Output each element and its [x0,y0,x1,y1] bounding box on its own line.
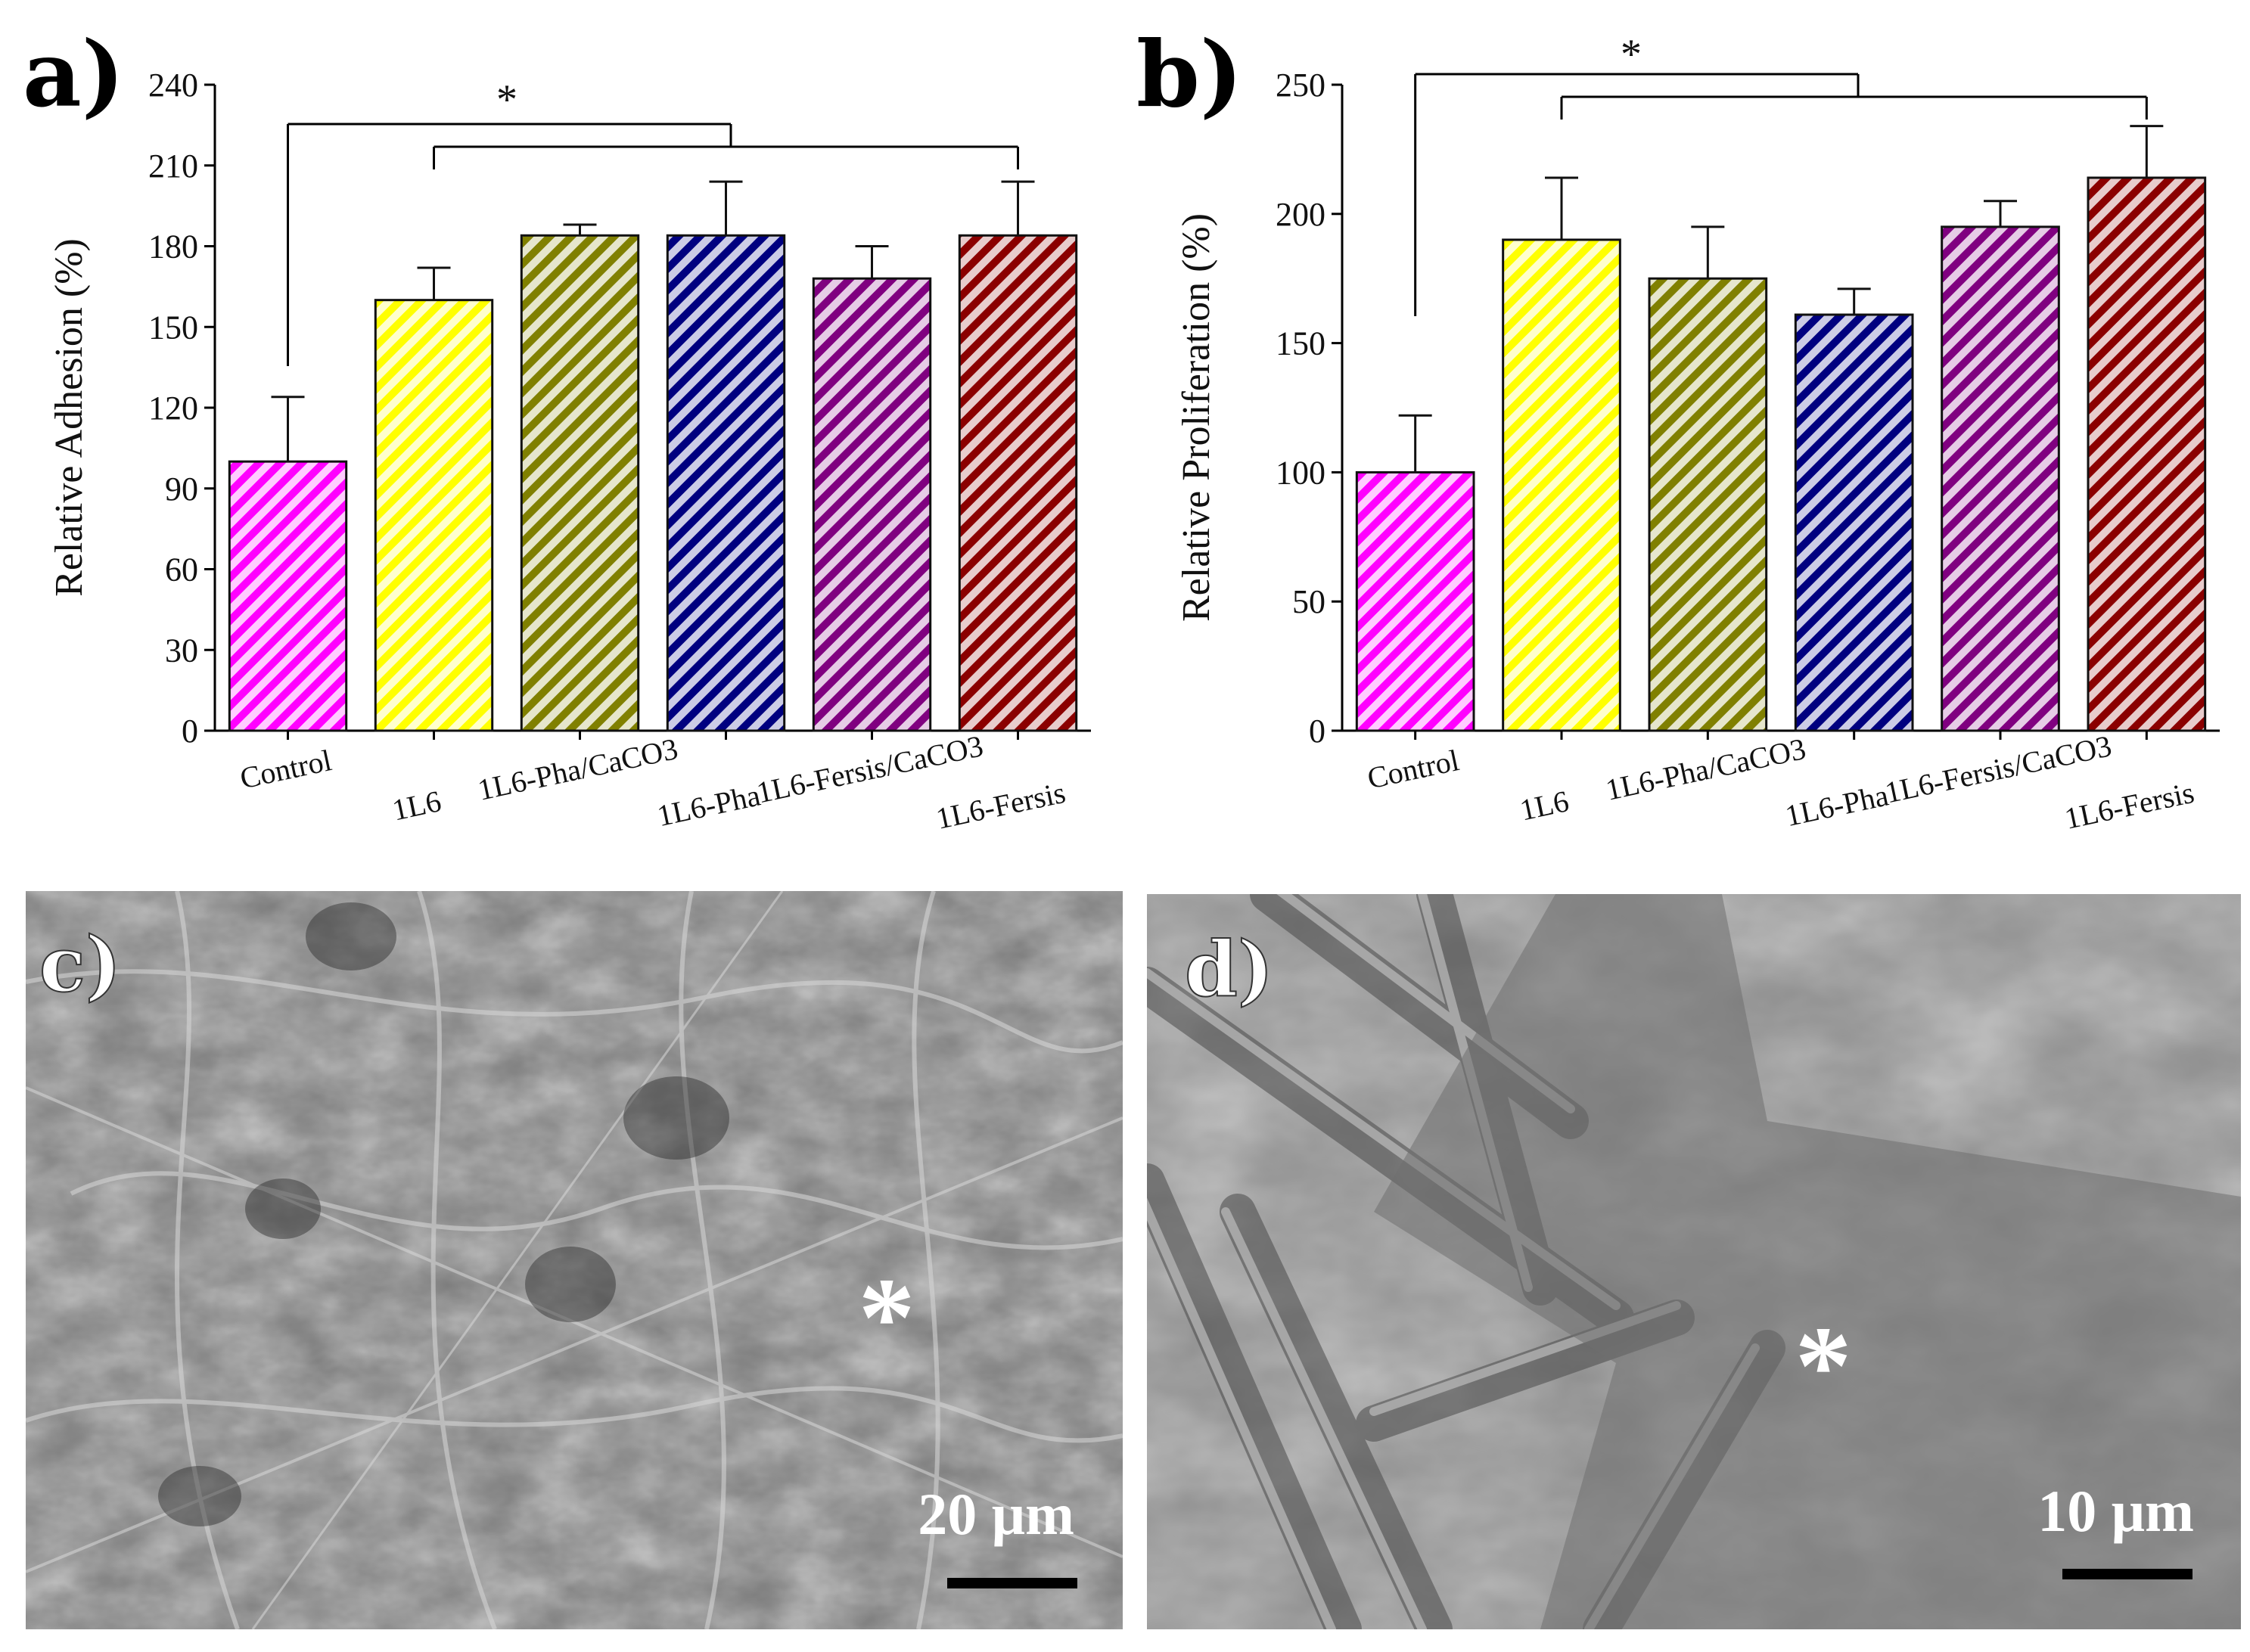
bar [958,234,1078,732]
y-tick-label: 0 [182,713,198,750]
bar [520,234,640,732]
panel-label-b: b) [1136,21,1243,128]
panel-label-d: d) [1185,924,1273,1014]
cell-marker-d: * [1795,1303,1852,1429]
y-tick-label: 150 [1276,325,1325,362]
bar [666,234,786,732]
sem-image-d: d) * 10 μm [1147,894,2241,1629]
y-axis-title-a: Relative Adhesion (%) [48,238,91,597]
y-tick-label: 250 [1276,67,1325,104]
y-tick-label: 210 [148,148,198,185]
x-tick-label: 1L6-Pha [1782,778,1891,833]
panel-label-a: a) [23,21,125,128]
svg-text:Relative Adhesion (%): Relative Adhesion (%) [48,238,91,597]
sem-image-c: c) * 20 μm [26,891,1123,1629]
fiber-network [26,891,1123,1629]
y-axis-title-b: Relative Proliferation (%) [1175,213,1218,622]
y-tick-label: 200 [1276,196,1325,233]
y-tick-label: 150 [148,309,198,346]
scale-bar-c [947,1578,1077,1588]
y-tick-label: 180 [148,228,198,266]
x-tick-label: 1L6-Pha/CaCO3 [475,731,681,807]
x-tick-label: 1L6-Fersis [933,775,1068,836]
y-tick-label: 30 [165,632,198,669]
x-tick-label: 1L6-Pha [654,778,763,833]
bar [1648,277,1768,732]
bar [228,460,348,732]
x-tick-label: 1L6 [390,784,444,827]
bar [1794,313,1914,732]
pore-shadows [158,902,729,1526]
x-tick-label: 1L6-Fersis [2062,775,2197,836]
cell-marker-c: * [859,1255,915,1380]
svg-text:Relative Proliferation (%): Relative Proliferation (%) [1175,213,1218,622]
bar [812,277,932,732]
y-tick-label: 0 [1309,713,1325,750]
x-tick-label: Control [237,743,334,795]
y-tick-label: 240 [148,67,198,104]
y-tick-label: 90 [165,470,198,508]
scale-bar-label-d: 10 μm [2037,1478,2194,1544]
y-tick-label: 60 [165,551,198,588]
significance-marker: * [496,76,517,123]
bar [1941,225,2060,732]
bar [1502,238,1621,732]
x-tick-label: 1L6-Fersis/CaCO3 [754,728,986,809]
y-tick-label: 50 [1292,583,1325,620]
bar [2087,176,2207,732]
bar [1355,470,1475,732]
significance-marker: * [1621,31,1642,78]
scale-bar-d [2062,1569,2193,1579]
y-tick-label: 120 [148,390,198,427]
cell-body [1374,894,2241,1629]
chart-a: a) Relative Adhesion (%) 0 30 60 90 120 150 18… [23,21,1091,836]
bar [374,299,494,732]
x-tick-label: 1L6-Fersis/CaCO3 [1882,728,2115,809]
x-tick-label: 1L6-Pha/CaCO3 [1602,731,1808,807]
panel-label-c: c) [39,920,121,1009]
x-tick-label: Control [1364,743,1462,795]
chart-b: b) Relative Proliferation (%) 0 50 100 150 2… [1136,21,2220,836]
y-tick-label: 100 [1276,454,1325,491]
x-tick-label: 1L6 [1517,784,1571,827]
scale-bar-label-c: 20 μm [918,1481,1074,1547]
